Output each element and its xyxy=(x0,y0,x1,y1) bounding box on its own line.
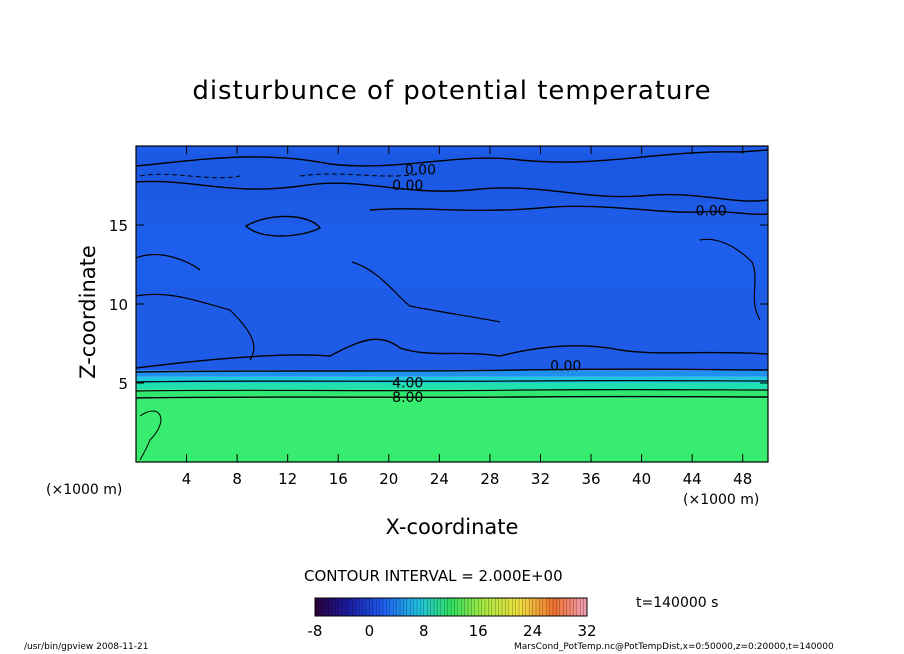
x-tick-label: 32 xyxy=(531,470,550,488)
x-tick-label: 48 xyxy=(733,470,752,488)
contour-line xyxy=(369,205,768,216)
contour-label: 4.00 xyxy=(392,376,423,392)
footer-source: MarsCond_PotTemp.nc@PotTempDist,x=0:5000… xyxy=(514,642,834,652)
contour-line xyxy=(136,379,768,383)
contour-line xyxy=(136,253,201,271)
time-label: t=140000 s xyxy=(636,595,719,611)
contour-label: 8.00 xyxy=(392,390,423,406)
contour-label: 0.00 xyxy=(696,204,727,220)
colorbar-tick-label: 32 xyxy=(577,622,596,640)
field-layer xyxy=(136,398,768,462)
x-unit-label-left: (×1000 m) xyxy=(46,482,123,498)
contour-line xyxy=(351,261,501,323)
chart-title: disturbunce of potential temperature xyxy=(192,76,712,106)
x-tick-label: 4 xyxy=(182,470,192,488)
x-tick-label: 24 xyxy=(430,470,449,488)
contour-line xyxy=(136,293,255,361)
field-layer xyxy=(136,389,768,399)
colorbar-tick-label: 16 xyxy=(469,622,488,640)
contour-line xyxy=(136,338,768,369)
contour-line xyxy=(244,215,322,237)
field-band xyxy=(136,153,768,202)
contour-line xyxy=(136,368,768,373)
contour-line xyxy=(136,388,768,392)
field-layer xyxy=(136,370,768,377)
x-tick-label: 40 xyxy=(632,470,651,488)
contour-line xyxy=(139,173,241,179)
x-tick-label: 16 xyxy=(329,470,348,488)
y-tick-label: 15 xyxy=(109,217,128,235)
contour-line xyxy=(136,149,768,167)
x-tick-label: 8 xyxy=(232,470,242,488)
contour-label: 0.00 xyxy=(392,178,423,194)
y-tick-label: 10 xyxy=(109,296,128,314)
x-tick-label: 28 xyxy=(480,470,499,488)
contour-label: 0.00 xyxy=(405,162,436,178)
contour-line xyxy=(699,238,761,321)
colorbar: -8 0 8 16 24 32 xyxy=(308,597,597,640)
footer-command: /usr/bin/gpview 2008-11-21 xyxy=(24,642,149,652)
contour-line xyxy=(136,395,768,399)
x-axis-label: X-coordinate xyxy=(385,515,519,539)
contour-lines xyxy=(136,149,768,461)
y-tick-label: 5 xyxy=(118,375,128,393)
contour-line xyxy=(299,173,421,177)
contour-label: 0.00 xyxy=(550,358,581,374)
y-axis: 5 10 15 xyxy=(109,217,768,393)
colorbar-tick-label: 8 xyxy=(419,622,429,640)
x-axis: 4 8 12 16 20 24 28 32 36 40 44 48 xyxy=(182,146,752,488)
x-tick-label: 20 xyxy=(379,470,398,488)
contour-line xyxy=(139,410,162,461)
colorbar-tick-label: 0 xyxy=(365,622,375,640)
field-layer xyxy=(136,383,768,390)
colorbar-tick-label: 24 xyxy=(523,622,542,640)
field-layer xyxy=(136,376,768,383)
x-tick-label: 12 xyxy=(278,470,297,488)
plot-area xyxy=(136,146,768,462)
colorbar-tick-label: -8 xyxy=(308,622,323,640)
x-unit-label-right: (×1000 m) xyxy=(683,492,760,508)
field-band xyxy=(136,225,768,289)
x-tick-label: 44 xyxy=(683,470,702,488)
x-tick-label: 36 xyxy=(581,470,600,488)
contour-line xyxy=(136,180,768,202)
contour-interval-label: CONTOUR INTERVAL = 2.000E+00 xyxy=(304,567,563,585)
